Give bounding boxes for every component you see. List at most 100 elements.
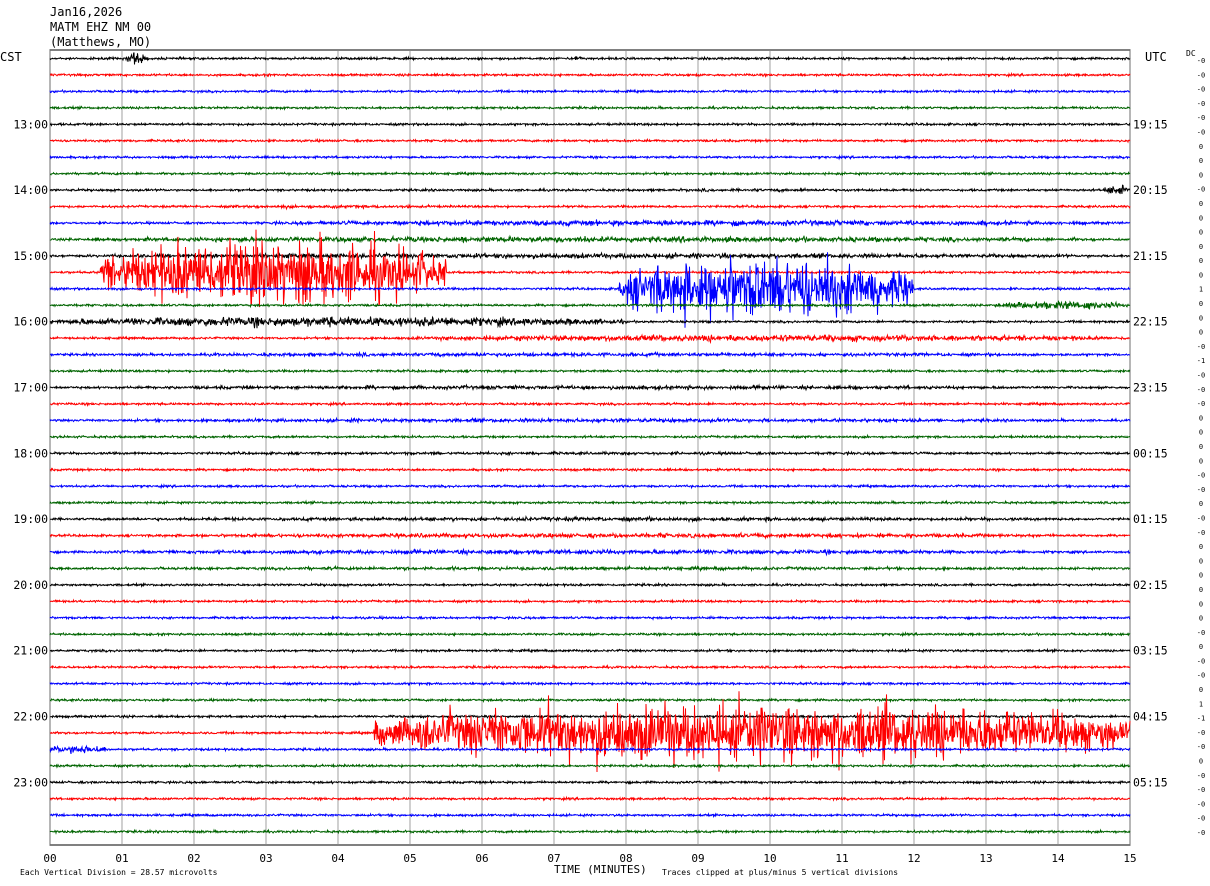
x-tick-label: 03 xyxy=(259,852,272,865)
trace-42 xyxy=(49,744,1131,755)
cst-hour-label: 20:00 xyxy=(13,578,48,592)
utc-hour-label: 20:15 xyxy=(1133,183,1168,197)
x-axis-ticks: 00 01 02 03 04 05 06 07 08 09 10 11 12 13 14 15 xyxy=(43,852,1136,865)
dc-offset-labels: -0 -0 -0 -0 -0 -0 0 0 0 -0 0 0 0 0 0 0 1 0 0 0 -0 -1 -0 -0 -0 0 0 0… xyxy=(1197,57,1205,837)
dc-offset-value: 0 xyxy=(1199,600,1203,608)
cst-hour-label: 14:00 xyxy=(13,183,48,197)
trace-6 xyxy=(49,154,1131,161)
dc-offset-value: 0 xyxy=(1199,157,1203,165)
trace-12 xyxy=(49,251,1131,261)
dc-offset-value: 0 xyxy=(1199,229,1203,237)
cst-hour-label: 17:00 xyxy=(13,381,48,395)
trace-31 xyxy=(49,564,1131,573)
dc-offset-value: -0 xyxy=(1197,729,1205,737)
dc-offset-value: 0 xyxy=(1199,643,1203,651)
x-tick-label: 08 xyxy=(619,852,632,865)
x-tick-label: 06 xyxy=(475,852,488,865)
trace-33 xyxy=(49,598,1131,605)
right-time-labels: 19:15 20:15 21:15 22:15 23:15 00:15 01:15 02:15… xyxy=(1133,117,1168,789)
left-timezone-label: CST xyxy=(0,50,22,64)
trace-16 xyxy=(49,315,1131,329)
utc-hour-label: 21:15 xyxy=(1133,249,1168,263)
dc-offset-value: 0 xyxy=(1199,557,1203,565)
x-tick-label: 00 xyxy=(43,852,56,865)
dc-offset-value: 0 xyxy=(1199,314,1203,322)
trace-15 xyxy=(49,300,1131,310)
right-timezone-label: UTC xyxy=(1145,50,1167,64)
utc-hour-label: 04:15 xyxy=(1133,710,1168,724)
dc-offset-value: -0 xyxy=(1197,343,1205,351)
trace-2 xyxy=(49,88,1131,95)
trace-28 xyxy=(50,514,1131,524)
dc-offset-value: -0 xyxy=(1197,472,1205,480)
dc-offset-value: -0 xyxy=(1197,514,1205,522)
trace-9 xyxy=(49,203,1131,211)
utc-hour-label: 02:15 xyxy=(1133,578,1168,592)
x-tick-label: 07 xyxy=(547,852,560,865)
dc-offset-value: -0 xyxy=(1197,86,1205,94)
dc-offset-value: -1 xyxy=(1197,357,1205,365)
trace-44 xyxy=(49,779,1131,786)
cst-hour-label: 22:00 xyxy=(13,710,48,724)
dc-offset-value: 0 xyxy=(1199,443,1203,451)
trace-34 xyxy=(49,614,1131,621)
dc-offset-value: -0 xyxy=(1197,743,1205,751)
dc-offset-value: -1 xyxy=(1197,715,1205,723)
dc-offset-value: -0 xyxy=(1197,372,1205,380)
trace-20 xyxy=(49,383,1131,392)
dc-offset-value: 0 xyxy=(1199,143,1203,151)
trace-25 xyxy=(49,466,1131,473)
x-tick-label: 04 xyxy=(331,852,345,865)
clipping-note: Traces clipped at plus/minus 5 vertical … xyxy=(662,868,898,877)
trace-39 xyxy=(50,697,1131,704)
dc-offset-value: 0 xyxy=(1199,615,1203,623)
trace-10 xyxy=(49,218,1131,228)
dc-offset-header: DC xyxy=(1186,49,1196,58)
cst-hour-label: 19:00 xyxy=(13,512,48,526)
trace-37 xyxy=(49,663,1131,671)
dc-offset-value: -0 xyxy=(1197,128,1205,136)
utc-hour-label: 19:15 xyxy=(1133,117,1168,131)
dc-offset-value: -0 xyxy=(1197,529,1205,537)
cst-hour-label: 23:00 xyxy=(13,775,48,789)
left-time-labels: 13:00 14:00 15:00 16:00 17:00 18:00 19:00 20:00… xyxy=(13,117,48,789)
trace-5 xyxy=(49,137,1131,144)
dc-offset-value: -0 xyxy=(1197,71,1205,79)
cst-hour-label: 16:00 xyxy=(13,315,48,329)
dc-offset-value: 0 xyxy=(1199,300,1203,308)
trace-14 xyxy=(49,252,1131,328)
trace-45 xyxy=(49,795,1130,802)
trace-7 xyxy=(50,170,1131,177)
dc-offset-value: -0 xyxy=(1197,57,1205,65)
dc-offset-value: 0 xyxy=(1199,758,1203,766)
dc-offset-value: 1 xyxy=(1199,286,1203,294)
x-tick-label: 02 xyxy=(187,852,200,865)
utc-hour-label: 01:15 xyxy=(1133,512,1168,526)
cst-hour-label: 18:00 xyxy=(13,446,48,460)
dc-offset-value: 0 xyxy=(1199,171,1203,179)
x-tick-label: 12 xyxy=(907,852,920,865)
trace-29 xyxy=(49,531,1131,540)
x-tick-label: 15 xyxy=(1123,852,1136,865)
utc-hour-label: 22:15 xyxy=(1133,315,1168,329)
trace-0 xyxy=(49,52,1131,65)
trace-41 xyxy=(49,691,1131,773)
dc-offset-value: 0 xyxy=(1199,543,1203,551)
dc-offset-value: 0 xyxy=(1199,257,1203,265)
dc-offset-value: 0 xyxy=(1199,243,1203,251)
dc-offset-value: -0 xyxy=(1197,772,1205,780)
x-tick-label: 11 xyxy=(835,852,848,865)
dc-offset-value: 1 xyxy=(1199,700,1203,708)
trace-24 xyxy=(49,449,1131,457)
dc-offset-value: 0 xyxy=(1199,572,1203,580)
dc-offset-value: -0 xyxy=(1197,786,1205,794)
dc-offset-value: 0 xyxy=(1199,200,1203,208)
dc-offset-value: -0 xyxy=(1197,114,1205,122)
dc-offset-value: 0 xyxy=(1199,414,1203,422)
trace-47 xyxy=(49,828,1131,835)
dc-offset-value: -0 xyxy=(1197,486,1205,494)
record-date: Jan16,2026 xyxy=(50,5,122,19)
trace-8 xyxy=(49,184,1131,195)
trace-19 xyxy=(49,368,1131,375)
utc-hour-label: 23:15 xyxy=(1133,381,1168,395)
